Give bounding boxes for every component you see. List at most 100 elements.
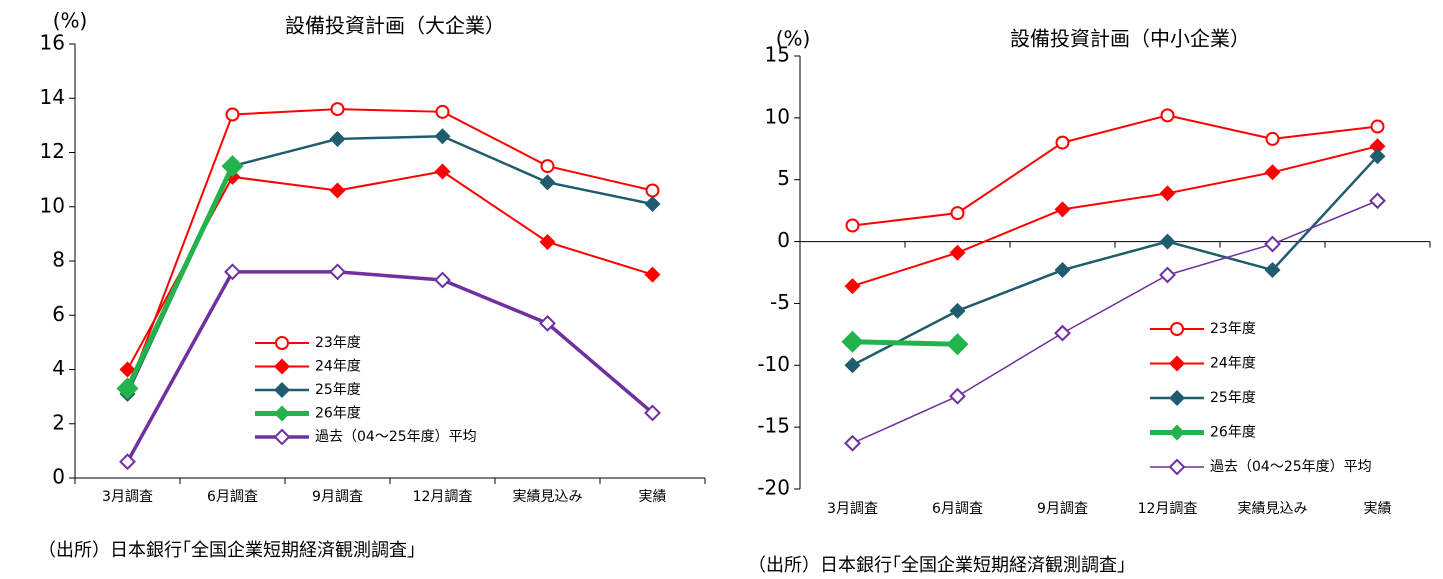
legend-marker: [1170, 322, 1184, 336]
y-tick-label: 16: [40, 31, 65, 55]
data-point: [225, 107, 240, 122]
data-point: [1369, 192, 1386, 210]
data-point: [950, 206, 965, 221]
y-tick-label: -5: [770, 290, 790, 314]
x-tick-label: 実績: [1364, 501, 1392, 517]
data-point: [221, 155, 244, 178]
data-point: [329, 263, 346, 281]
data-point: [1159, 266, 1176, 284]
data-point: [434, 271, 451, 289]
y-tick-label: 0: [52, 465, 65, 489]
series-line: [852, 200, 1378, 444]
x-tick-label: 実績: [639, 489, 667, 505]
series-line: [126, 108, 653, 392]
data-point: [644, 404, 661, 422]
data-point: [644, 196, 661, 213]
data-point: [844, 357, 861, 374]
y-axis-label: (%): [776, 27, 811, 51]
data-point: [1054, 324, 1071, 342]
legend-label: 23年度: [315, 335, 361, 351]
data-point: [434, 128, 451, 145]
legend-label: 過去（04～25年度）平均: [315, 429, 477, 445]
data-point: [1054, 201, 1071, 218]
legend-marker: [1169, 424, 1185, 441]
data-point: [1264, 164, 1281, 181]
legend-marker: [1169, 355, 1185, 372]
y-tick-label: -15: [757, 414, 790, 438]
data-point: [1055, 135, 1070, 150]
data-point: [1265, 131, 1280, 146]
series-line: [126, 170, 653, 370]
data-point: [844, 434, 861, 452]
data-point: [644, 266, 661, 283]
data-point: [539, 314, 556, 332]
x-tick-label: 3月調査: [827, 501, 878, 517]
y-tick-label: 6: [52, 302, 65, 326]
legend-marker: [1168, 458, 1186, 476]
data-point: [844, 278, 861, 295]
series-line: [852, 114, 1378, 227]
legend-label: 24年度: [1210, 356, 1256, 372]
data-point: [1159, 233, 1176, 250]
data-point: [949, 244, 966, 261]
data-point: [119, 361, 136, 378]
source-note: （出所）日本銀行｢全国企業短期経済観測調査｣: [748, 555, 1126, 576]
legend-marker: [274, 358, 290, 375]
legend-marker: [1169, 390, 1185, 406]
source-note: （出所）日本銀行｢全国企業短期経済観測調査｣: [38, 540, 416, 561]
x-tick-label: 6月調査: [932, 501, 983, 517]
series-line: [125, 270, 654, 463]
legend-label: 23年度: [1210, 321, 1256, 337]
data-point: [1159, 185, 1176, 202]
data-point: [539, 234, 556, 251]
data-point: [1370, 119, 1385, 134]
legend-label: 過去（04～25年度）平均: [1210, 459, 1372, 475]
series-line: [852, 339, 958, 347]
data-point: [540, 159, 555, 174]
data-point: [1369, 148, 1386, 165]
data-point: [949, 302, 966, 319]
data-point: [329, 182, 346, 199]
data-point: [434, 163, 451, 180]
y-tick-label: 10: [765, 104, 790, 128]
legend-marker: [273, 428, 291, 446]
data-point: [949, 387, 966, 405]
series-line: [125, 164, 235, 390]
data-point: [329, 130, 346, 147]
y-tick-label: 4: [52, 356, 65, 380]
data-point: [435, 104, 450, 119]
x-tick-label: 12月調査: [413, 489, 473, 505]
data-point: [119, 453, 136, 471]
data-point: [1054, 262, 1071, 279]
y-tick-label: 10: [40, 193, 65, 217]
series-line: [126, 134, 653, 395]
data-point: [1369, 138, 1386, 155]
x-tick-label: 実績見込み: [513, 489, 583, 505]
data-point: [946, 333, 969, 356]
data-point: [845, 218, 860, 233]
legend-label: 25年度: [315, 382, 361, 398]
data-point: [330, 102, 345, 117]
legend-marker: [275, 336, 289, 350]
x-tick-label: 6月調査: [207, 489, 258, 505]
data-point: [539, 174, 556, 191]
legend-marker: [274, 382, 290, 398]
y-tick-label: 5: [777, 166, 790, 190]
legend-label: 25年度: [1210, 390, 1256, 406]
x-tick-label: 3月調査: [102, 489, 153, 505]
chart-title: 設備投資計画（大企業）: [285, 14, 505, 38]
y-tick-label: 2: [52, 410, 65, 434]
y-tick-label: 0: [777, 228, 790, 252]
data-point: [116, 377, 139, 400]
x-tick-label: 9月調査: [312, 489, 363, 505]
x-tick-label: 9月調査: [1037, 501, 1088, 517]
series-line: [852, 145, 1378, 288]
chart-title: 設備投資計画（中小企業）: [1010, 27, 1250, 51]
data-point: [645, 183, 660, 198]
data-point: [1160, 108, 1175, 123]
legend-label: 24年度: [315, 359, 361, 375]
data-point: [1264, 262, 1281, 279]
y-tick-label: 8: [52, 248, 65, 272]
